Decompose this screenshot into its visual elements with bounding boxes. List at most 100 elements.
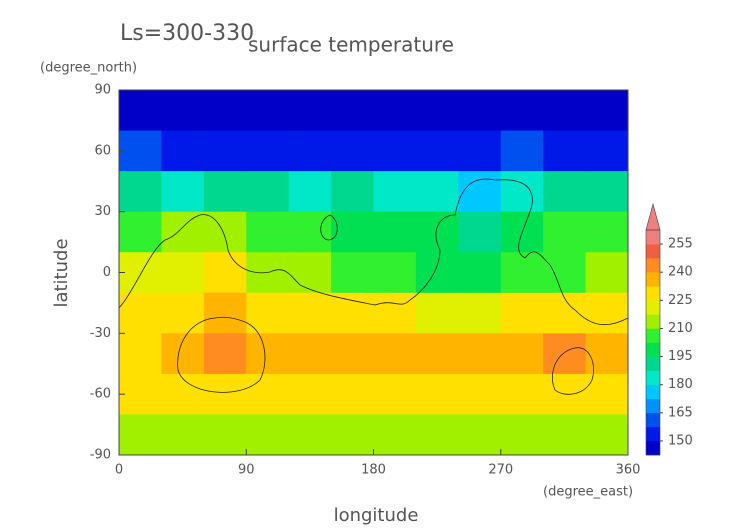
- field-cell: [119, 90, 162, 132]
- field-cell: [415, 130, 459, 172]
- x-unit: (degree_east): [543, 485, 633, 500]
- field-cell: [543, 90, 587, 132]
- field-cell: [203, 171, 247, 213]
- colorbar-band: [646, 370, 660, 385]
- y-tick-label: 60: [94, 143, 111, 158]
- field-cell: [373, 211, 417, 253]
- field-cell: [288, 373, 332, 415]
- field-cell: [203, 292, 247, 334]
- field-cell: [119, 130, 162, 172]
- colorbar-tick-label: 240: [668, 265, 693, 280]
- colorbar-band: [646, 272, 660, 287]
- field-cell: [246, 373, 290, 415]
- field-cell: [203, 130, 247, 172]
- x-tick-label: 0: [115, 463, 123, 478]
- field-cell: [373, 130, 417, 172]
- colorbar-tick-label: 225: [668, 293, 693, 308]
- colorbar-band: [646, 244, 660, 259]
- colorbar-tick-label: 180: [668, 377, 693, 392]
- contour-line: [551, 347, 594, 395]
- colorbar-band: [646, 258, 660, 273]
- topography-contours: [118, 178, 629, 395]
- field-cell: [543, 130, 587, 172]
- contour-line: [177, 316, 266, 393]
- x-tick-label: 270: [488, 463, 513, 478]
- field-cell: [585, 171, 629, 213]
- colorbar-band: [646, 356, 660, 371]
- field-cell: [203, 333, 247, 375]
- field-cell: [415, 211, 459, 253]
- field-cell: [288, 90, 332, 132]
- colorbar-band: [646, 398, 660, 414]
- field-cell: [331, 414, 374, 456]
- colorbar-band: [646, 440, 660, 456]
- field-cell: [585, 130, 629, 172]
- field-cell: [500, 333, 544, 375]
- colorbar-band: [646, 426, 660, 442]
- field-cell: [415, 90, 459, 132]
- field-cell: [500, 252, 544, 294]
- field-cell: [288, 333, 332, 375]
- field-cell: [543, 211, 587, 253]
- x-tick-label: 360: [616, 463, 641, 478]
- field-cell: [500, 90, 544, 132]
- y-unit: (degree_north): [40, 61, 137, 76]
- field-cell: [203, 211, 247, 253]
- field-cell: [373, 373, 417, 415]
- colorbar-band: [646, 230, 660, 245]
- x-axis-label: longitude: [334, 505, 419, 526]
- field-cell: [373, 333, 417, 375]
- field-cell: [203, 90, 247, 132]
- colorbar-frame: [645, 229, 661, 456]
- field-cell: [585, 252, 629, 294]
- field-cell: [331, 171, 374, 213]
- field-cell: [458, 373, 502, 415]
- colorbar-band: [646, 300, 660, 315]
- field-cell: [458, 292, 502, 334]
- field-cell: [288, 252, 332, 294]
- field-cell: [161, 171, 205, 213]
- colorbar-tick-label: 210: [668, 321, 693, 336]
- field-cell: [585, 414, 629, 456]
- field-cell: [119, 292, 162, 334]
- y-tick-label: -90: [90, 448, 111, 463]
- field-cell: [246, 333, 290, 375]
- contour-line: [320, 214, 338, 241]
- field-cell: [119, 333, 162, 375]
- field-cell: [331, 373, 374, 415]
- field-cell: [585, 373, 629, 415]
- field-cell: [458, 252, 502, 294]
- field-cell: [373, 414, 417, 456]
- field-cell: [500, 414, 544, 456]
- field-cell: [161, 90, 205, 132]
- field-cell: [543, 171, 587, 213]
- field-cell: [415, 414, 459, 456]
- field-cell: [458, 90, 502, 132]
- colorbar-extend: [645, 202, 661, 231]
- field-cell: [161, 130, 205, 172]
- field-cell: [415, 252, 459, 294]
- field-cell: [500, 130, 544, 172]
- colorbar-band: [646, 342, 660, 357]
- field-cell: [415, 292, 459, 334]
- field-cell: [543, 414, 587, 456]
- field-cell: [119, 171, 162, 213]
- chart-subtitle: surface temperature: [248, 33, 454, 57]
- field-cell: [161, 252, 205, 294]
- field-cell: [331, 252, 374, 294]
- field-cell: [331, 333, 374, 375]
- field-cell: [543, 333, 587, 375]
- colorbar-band: [646, 314, 660, 329]
- field-cell: [585, 90, 629, 132]
- field-cell: [585, 292, 629, 334]
- field-cell: [543, 252, 587, 294]
- field-cell: [161, 373, 205, 415]
- x-tick-label: 180: [361, 463, 386, 478]
- field-cell: [161, 292, 205, 334]
- field-cell: [246, 414, 290, 456]
- field-cell: [288, 414, 332, 456]
- field-cell: [119, 373, 162, 415]
- field: [119, 90, 629, 456]
- contour-line: [118, 178, 629, 326]
